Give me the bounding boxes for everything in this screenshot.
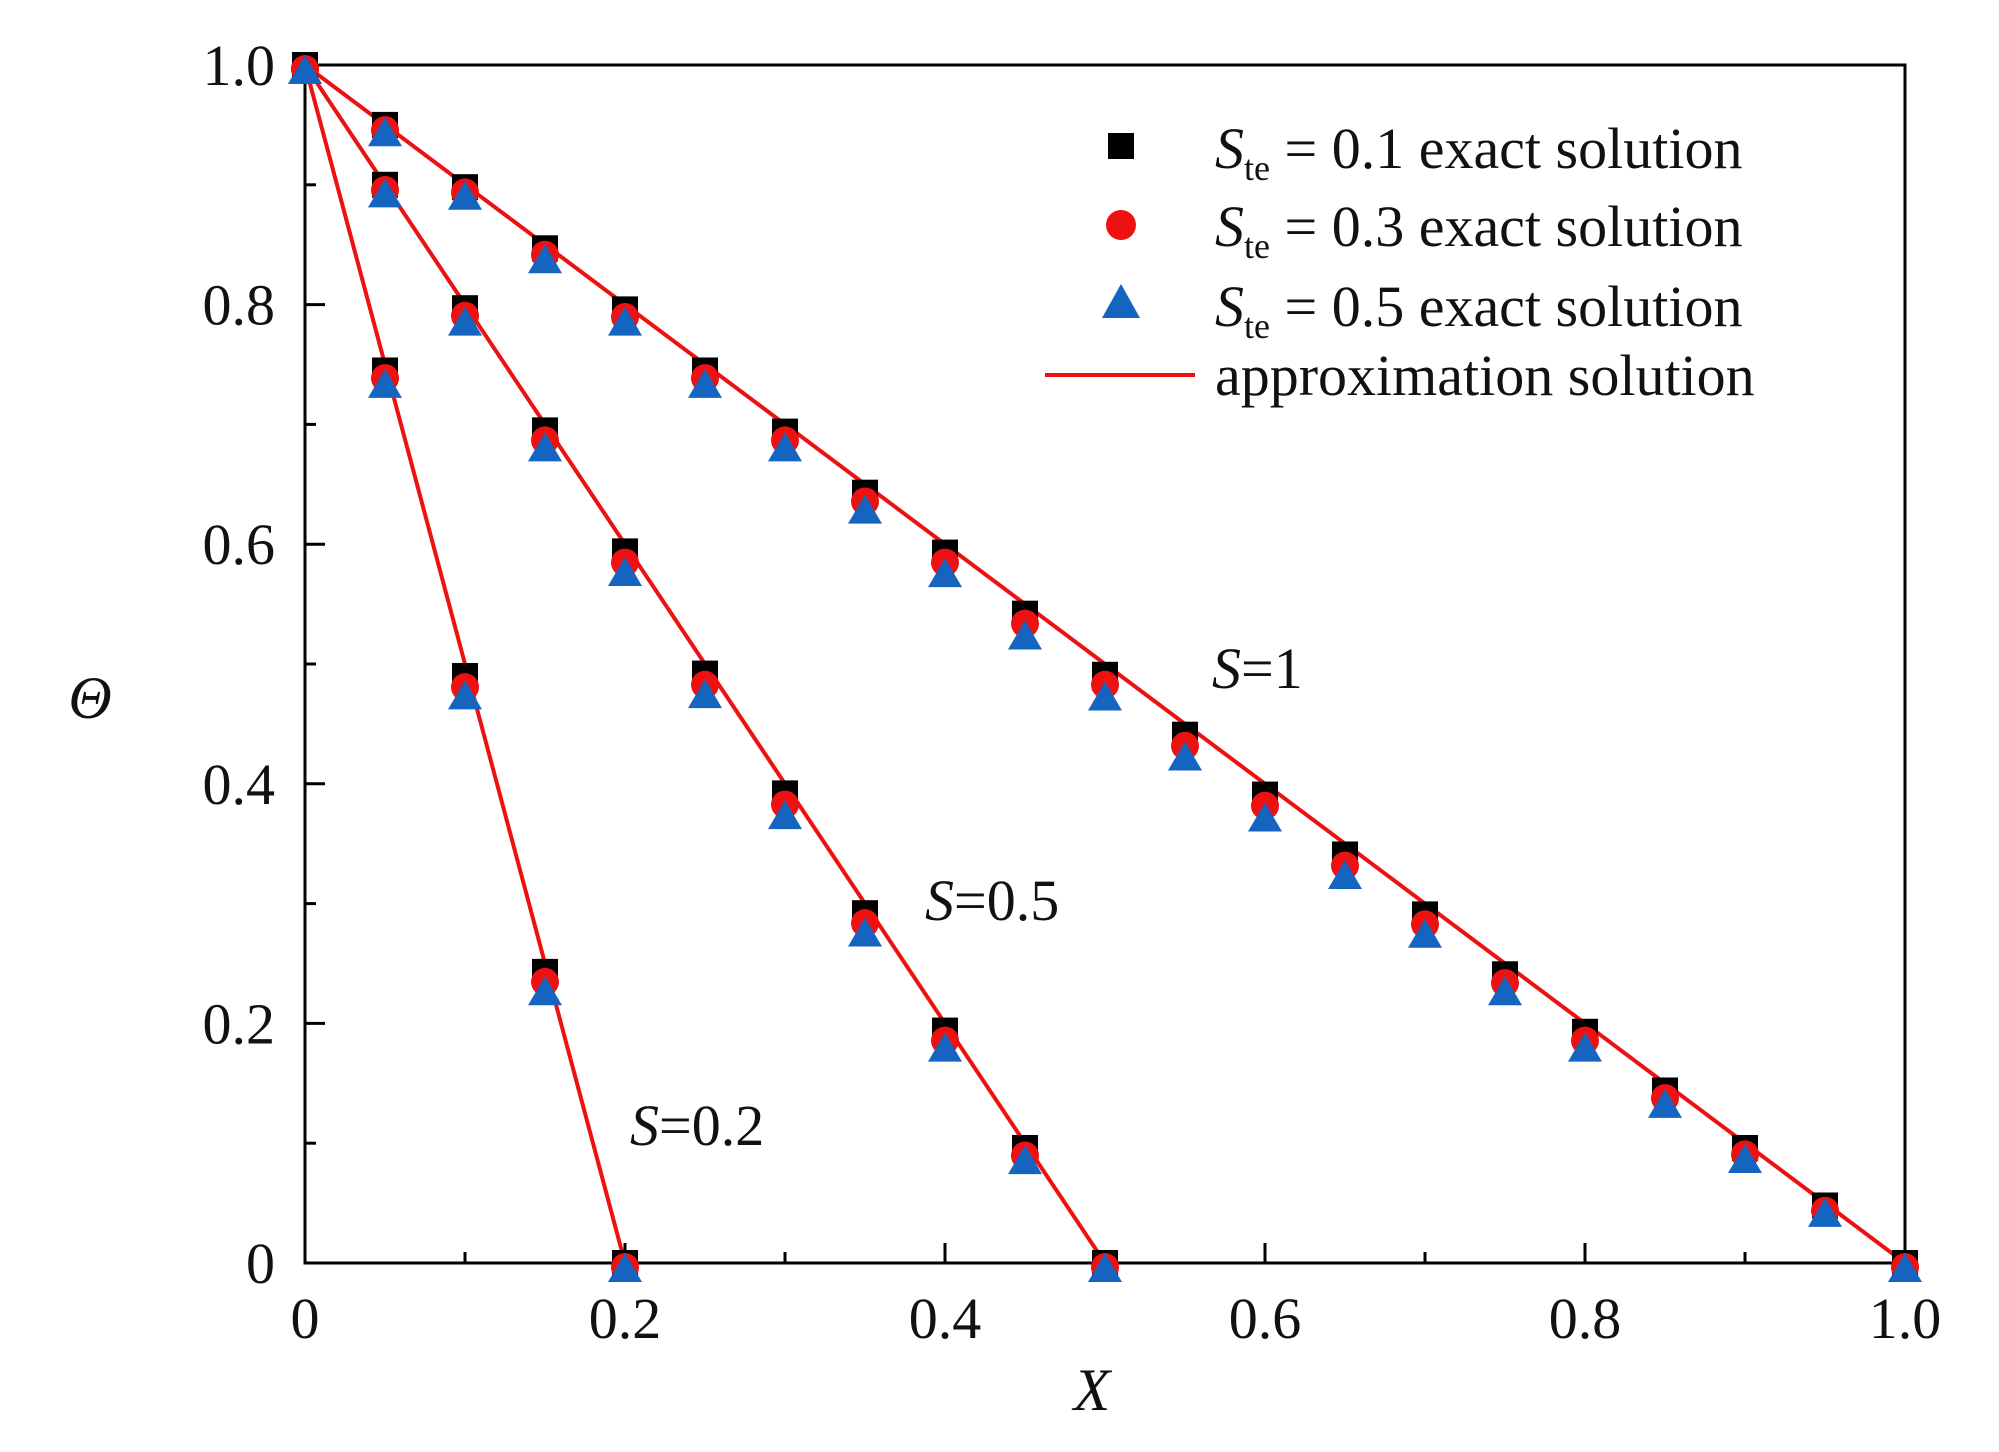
legend-label-subscript: te: [1244, 226, 1270, 266]
legend-label: approximation solution: [1215, 343, 1755, 408]
triangle-marker: [1328, 860, 1362, 890]
triangle-marker: [448, 306, 482, 336]
y-tick-label: 0.8: [203, 273, 276, 338]
legend-label-symbol: S: [1215, 194, 1244, 259]
triangle-marker: [448, 680, 482, 710]
triangle-marker: [1648, 1088, 1682, 1118]
curve-label: S=0.2: [630, 1093, 764, 1158]
legend-label-symbol: S: [1215, 274, 1244, 339]
y-tick-label: 0.6: [203, 512, 276, 577]
triangle-marker: [1008, 620, 1042, 650]
triangle-marker: [368, 368, 402, 398]
triangle-marker: [608, 556, 642, 586]
triangle-marker: [448, 180, 482, 210]
y-axis-title: Θ: [68, 665, 111, 731]
legend-label: Ste = 0.3 exact solution: [1215, 194, 1742, 266]
curve-label: S=0.5: [925, 868, 1059, 933]
triangle-marker: [768, 800, 802, 830]
x-tick-label: 0.6: [1229, 1286, 1302, 1351]
legend-label-subscript: te: [1244, 148, 1270, 188]
triangle-marker: [1088, 1253, 1122, 1282]
triangle-marker: [608, 306, 642, 336]
x-axis-title: X: [1072, 1357, 1113, 1423]
x-tick-label: 1.0: [1869, 1286, 1942, 1351]
curve-label-symbol: S: [1212, 636, 1241, 701]
curve-label: S=1: [1212, 636, 1303, 701]
triangle-marker: [528, 432, 562, 462]
legend-label-symbol: S: [1215, 116, 1244, 181]
legend-label: Ste = 0.5 exact solution: [1215, 274, 1742, 346]
curve-label-value: =0.2: [659, 1093, 764, 1158]
triangle-marker: [1008, 1145, 1042, 1175]
triangle-marker: [528, 976, 562, 1006]
legend-triangle-marker: [1102, 284, 1140, 318]
triangle-marker: [368, 178, 402, 208]
triangle-marker: [1088, 681, 1122, 711]
triangle-marker: [288, 55, 322, 84]
legend-circle-marker: [1106, 210, 1136, 240]
y-tick-label: 0.2: [203, 991, 276, 1056]
triangle-marker: [1168, 741, 1202, 771]
triangle-marker: [848, 494, 882, 524]
tick-labels: 0 0.2 0.4 0.6 0.8 1.0 0 0.2 0.4 0.6 0.8 1.0: [203, 33, 1942, 1351]
curve-label-symbol: S: [925, 868, 954, 933]
y-tick-label: 0.4: [203, 752, 276, 817]
curve-label-value: =1: [1241, 636, 1303, 701]
triangle-marker: [928, 1032, 962, 1062]
y-tick-label: 1.0: [203, 33, 276, 98]
legend-square-marker: [1108, 133, 1134, 159]
triangle-marker: [848, 917, 882, 947]
triangle-marker: [368, 117, 402, 147]
curve-label-value: =0.5: [954, 868, 1059, 933]
legend-label-text: = 0.5 exact solution: [1270, 274, 1742, 339]
triangle-marker: [1888, 1253, 1922, 1282]
x-tick-label: 0.4: [909, 1286, 982, 1351]
x-tick-label: 0.8: [1549, 1286, 1622, 1351]
triangle-marker: [768, 432, 802, 462]
triangle-marker: [1808, 1197, 1842, 1227]
exact-solution-markers: [288, 52, 1922, 1282]
legend-label-subscript: te: [1244, 306, 1270, 346]
triangle-marker: [688, 368, 722, 398]
triangle-marker: [1728, 1143, 1762, 1173]
triangle-marker: [688, 679, 722, 709]
triangle-marker: [608, 1253, 642, 1282]
triangle-marker: [928, 558, 962, 588]
legend-label-text: = 0.1 exact solution: [1270, 116, 1742, 181]
triangle-marker: [1488, 976, 1522, 1006]
y-tick-label: 0: [246, 1231, 275, 1296]
legend-label: Ste = 0.1 exact solution: [1215, 116, 1742, 188]
x-tick-label: 0: [291, 1286, 320, 1351]
x-tick-label: 0.2: [589, 1286, 662, 1351]
legend-label-text: approximation solution: [1215, 343, 1755, 408]
triangle-marker: [1248, 802, 1282, 832]
curve-labels: S=0.2S=0.5S=1: [630, 636, 1303, 1158]
triangle-marker: [528, 244, 562, 274]
legend-label-text: = 0.3 exact solution: [1270, 194, 1742, 259]
curve-label-symbol: S: [630, 1093, 659, 1158]
triangle-marker: [1408, 918, 1442, 948]
triangle-marker: [1568, 1032, 1602, 1062]
